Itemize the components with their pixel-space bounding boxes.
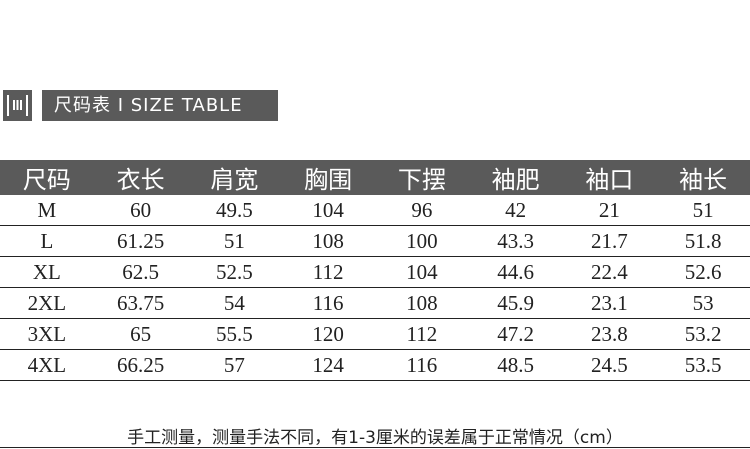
table-cell: 23.1	[562, 287, 657, 319]
table-cell: 2XL	[0, 287, 94, 319]
table-header-row: 尺码 衣长 肩宽 胸围 下摆 袖肥 袖口 袖长	[0, 160, 750, 195]
column-header: 下摆	[375, 160, 469, 195]
table-cell: 63.75	[93, 287, 188, 319]
table-cell: 104	[375, 256, 469, 288]
table-cell: 124	[281, 349, 375, 381]
table-cell: 120	[281, 318, 375, 350]
table-cell: 53	[656, 287, 750, 319]
table-cell: 4XL	[0, 349, 94, 381]
column-header: 肩宽	[187, 160, 282, 195]
table-cell: 62.5	[93, 256, 188, 288]
column-header: 胸围	[281, 160, 375, 195]
column-header: 袖肥	[468, 160, 563, 195]
table-cell: 51	[656, 195, 750, 226]
measurement-note: 手工测量，测量手法不同，有1-3厘米的误差属于正常情况（cm）	[127, 428, 623, 448]
table-cell: 42	[468, 195, 563, 226]
table-cell: 53.2	[656, 318, 750, 350]
divider	[0, 447, 750, 448]
table-cell: 47.2	[468, 318, 563, 350]
table-cell: 116	[375, 349, 469, 381]
table-cell: 108	[375, 287, 469, 319]
table-row: M 60 49.5 104 96 42 21 51	[0, 195, 750, 226]
table-cell: 49.5	[187, 195, 282, 226]
table-cell: 52.6	[656, 256, 750, 288]
ruler-icon	[3, 90, 32, 121]
table-cell: 21	[562, 195, 657, 226]
column-header: 衣长	[93, 160, 188, 195]
table-row: 4XL 66.25 57 124 116 48.5 24.5 53.5	[0, 349, 750, 381]
table-cell: XL	[0, 256, 94, 288]
column-header: 袖口	[562, 160, 657, 195]
table-cell: 66.25	[93, 349, 188, 381]
table-cell: 43.3	[468, 225, 563, 257]
table-row: XL 62.5 52.5 112 104 44.6 22.4 52.6	[0, 256, 750, 288]
table-cell: 52.5	[187, 256, 282, 288]
table-cell: 44.6	[468, 256, 563, 288]
table-cell: M	[0, 195, 94, 226]
table-cell: 53.5	[656, 349, 750, 381]
table-row: 2XL 63.75 54 116 108 45.9 23.1 53	[0, 287, 750, 319]
table-cell: 108	[281, 225, 375, 257]
table-cell: 104	[281, 195, 375, 226]
table-cell: 112	[375, 318, 469, 350]
table-cell: 112	[281, 256, 375, 288]
table-cell: 21.7	[562, 225, 657, 257]
column-header: 尺码	[0, 160, 94, 195]
table-row: L 61.25 51 108 100 43.3 21.7 51.8	[0, 225, 750, 257]
column-header: 袖长	[656, 160, 750, 195]
table-row: 3XL 65 55.5 120 112 47.2 23.8 53.2	[0, 318, 750, 350]
table-cell: 51	[187, 225, 282, 257]
table-cell: 48.5	[468, 349, 563, 381]
table-cell: 22.4	[562, 256, 657, 288]
table-cell: 45.9	[468, 287, 563, 319]
table-cell: 54	[187, 287, 282, 319]
table-cell: 116	[281, 287, 375, 319]
size-table: 尺码 衣长 肩宽 胸围 下摆 袖肥 袖口 袖长 M 60 49.5 104 96 42 21 51 L 61.2…	[0, 160, 750, 381]
table-cell: 100	[375, 225, 469, 257]
table-cell: 55.5	[187, 318, 282, 350]
table-cell: L	[0, 225, 94, 257]
table-cell: 23.8	[562, 318, 657, 350]
table-cell: 24.5	[562, 349, 657, 381]
table-cell: 51.8	[656, 225, 750, 257]
section-title: 尺码表 I SIZE TABLE	[42, 90, 278, 121]
table-cell: 60	[93, 195, 188, 226]
table-cell: 61.25	[93, 225, 188, 257]
table-cell: 57	[187, 349, 282, 381]
table-cell: 3XL	[0, 318, 94, 350]
table-cell: 65	[93, 318, 188, 350]
table-cell: 96	[375, 195, 469, 226]
